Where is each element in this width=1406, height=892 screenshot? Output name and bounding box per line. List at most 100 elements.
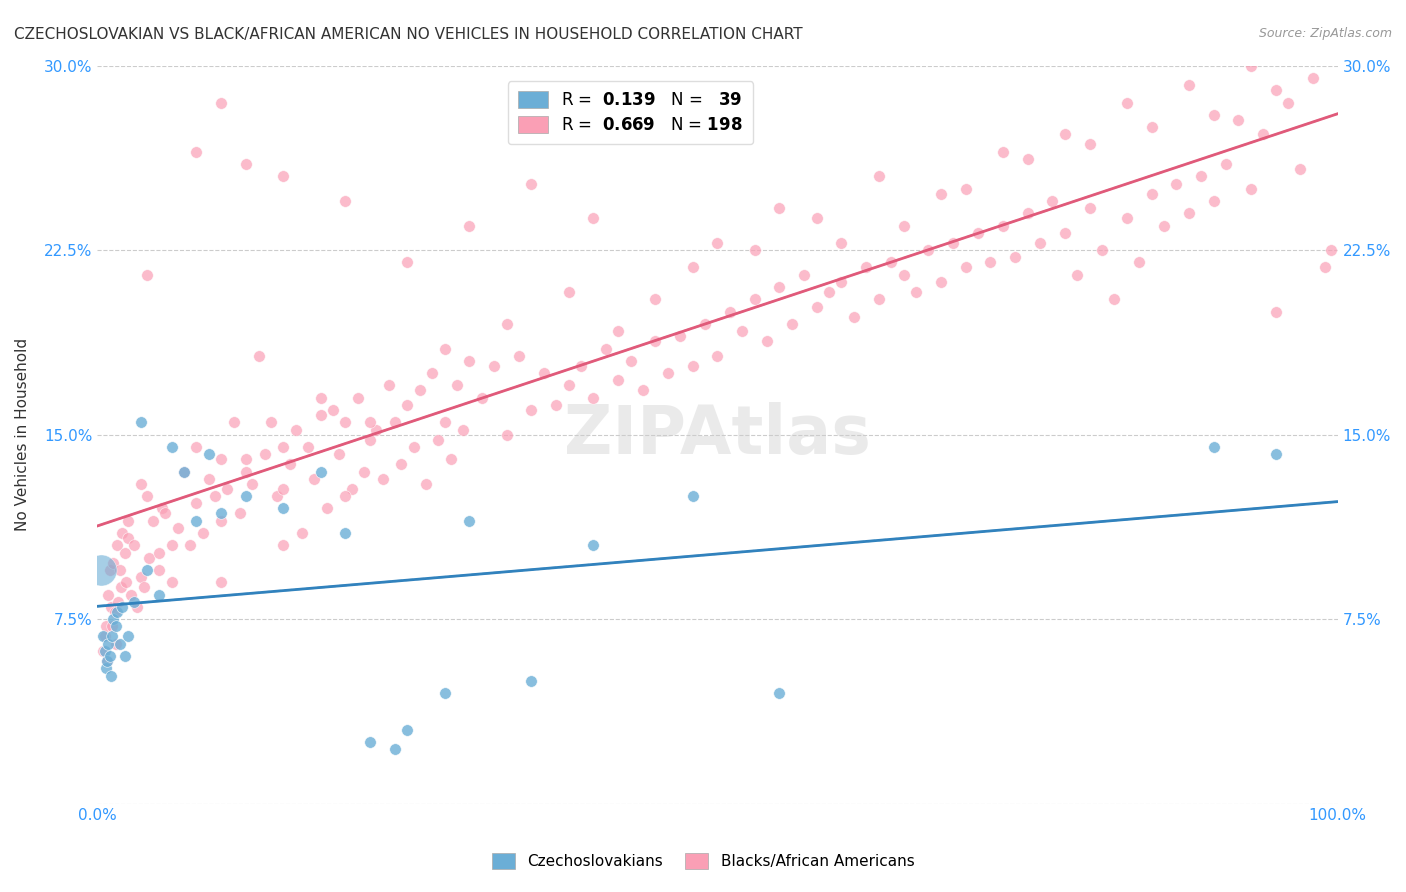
Point bbox=[520, 177, 543, 191]
Point bbox=[569, 359, 592, 373]
Point bbox=[1215, 157, 1237, 171]
Point bbox=[1227, 112, 1250, 127]
Point bbox=[991, 219, 1014, 233]
Point bbox=[806, 300, 828, 314]
Point bbox=[100, 599, 122, 614]
Text: Source: ZipAtlas.com: Source: ZipAtlas.com bbox=[1258, 27, 1392, 40]
Point bbox=[209, 95, 232, 110]
Point bbox=[893, 268, 915, 282]
Point bbox=[1264, 304, 1286, 318]
Point bbox=[1202, 108, 1225, 122]
Point bbox=[396, 723, 419, 737]
Point bbox=[97, 587, 120, 601]
Point bbox=[1115, 211, 1137, 226]
Point bbox=[929, 186, 952, 201]
Point bbox=[855, 260, 877, 275]
Point bbox=[682, 260, 704, 275]
Point bbox=[682, 359, 704, 373]
Point bbox=[247, 349, 270, 363]
Point bbox=[148, 587, 170, 601]
Point bbox=[955, 181, 977, 195]
Point bbox=[101, 629, 124, 643]
Point bbox=[433, 686, 456, 700]
Point bbox=[533, 366, 555, 380]
Point bbox=[967, 226, 990, 240]
Point bbox=[546, 398, 568, 412]
Point bbox=[1302, 70, 1324, 85]
Point bbox=[1264, 447, 1286, 461]
Point bbox=[607, 374, 630, 388]
Point bbox=[482, 359, 505, 373]
Point bbox=[117, 531, 139, 545]
Point bbox=[620, 353, 643, 368]
Point bbox=[309, 408, 332, 422]
Point bbox=[114, 546, 136, 560]
Point bbox=[433, 342, 456, 356]
Point bbox=[1091, 243, 1114, 257]
Point bbox=[229, 506, 252, 520]
Point bbox=[217, 482, 239, 496]
Point bbox=[186, 514, 208, 528]
Point bbox=[271, 538, 294, 552]
Point bbox=[120, 587, 142, 601]
Point bbox=[396, 255, 419, 269]
Text: ZIPAtlas: ZIPAtlas bbox=[564, 401, 870, 467]
Point bbox=[148, 563, 170, 577]
Point bbox=[768, 280, 790, 294]
Point bbox=[155, 506, 177, 520]
Point bbox=[366, 423, 388, 437]
Point bbox=[942, 235, 965, 250]
Point bbox=[427, 433, 450, 447]
Point bbox=[917, 243, 939, 257]
Point bbox=[94, 661, 117, 675]
Point bbox=[451, 423, 474, 437]
Point bbox=[191, 526, 214, 541]
Point bbox=[644, 293, 666, 307]
Point bbox=[186, 440, 208, 454]
Point bbox=[167, 521, 190, 535]
Point bbox=[93, 629, 115, 643]
Point bbox=[135, 563, 157, 577]
Point bbox=[222, 415, 245, 429]
Point bbox=[186, 145, 208, 159]
Point bbox=[160, 575, 183, 590]
Point bbox=[105, 538, 128, 552]
Point bbox=[582, 211, 605, 226]
Point bbox=[520, 403, 543, 417]
Point bbox=[1178, 206, 1201, 220]
Point bbox=[129, 570, 152, 584]
Point bbox=[384, 742, 406, 756]
Point bbox=[209, 452, 232, 467]
Point bbox=[309, 465, 332, 479]
Point bbox=[335, 526, 357, 541]
Point bbox=[291, 526, 314, 541]
Point bbox=[108, 563, 131, 577]
Point bbox=[103, 612, 125, 626]
Point bbox=[209, 514, 232, 528]
Point bbox=[893, 219, 915, 233]
Point bbox=[520, 673, 543, 688]
Point bbox=[100, 669, 122, 683]
Point bbox=[1004, 251, 1026, 265]
Point bbox=[868, 293, 890, 307]
Point bbox=[271, 501, 294, 516]
Point bbox=[396, 398, 419, 412]
Point bbox=[129, 415, 152, 429]
Point bbox=[1202, 194, 1225, 208]
Point bbox=[150, 501, 173, 516]
Point bbox=[1166, 177, 1188, 191]
Point bbox=[209, 575, 232, 590]
Point bbox=[440, 452, 463, 467]
Point bbox=[1017, 152, 1039, 166]
Legend: R =  $\bf{0.139}$   N =   $\bf{39}$, R =  $\bf{0.669}$   N = $\bf{198}$: R = $\bf{0.139}$ N = $\bf{39}$, R = $\bf… bbox=[508, 81, 754, 145]
Point bbox=[253, 447, 276, 461]
Point bbox=[114, 575, 136, 590]
Point bbox=[173, 465, 195, 479]
Y-axis label: No Vehicles in Household: No Vehicles in Household bbox=[15, 338, 30, 531]
Point bbox=[433, 415, 456, 429]
Point bbox=[1128, 255, 1150, 269]
Point bbox=[495, 427, 517, 442]
Point bbox=[780, 317, 803, 331]
Legend: Czechoslovakians, Blacks/African Americans: Czechoslovakians, Blacks/African America… bbox=[485, 847, 921, 875]
Point bbox=[173, 465, 195, 479]
